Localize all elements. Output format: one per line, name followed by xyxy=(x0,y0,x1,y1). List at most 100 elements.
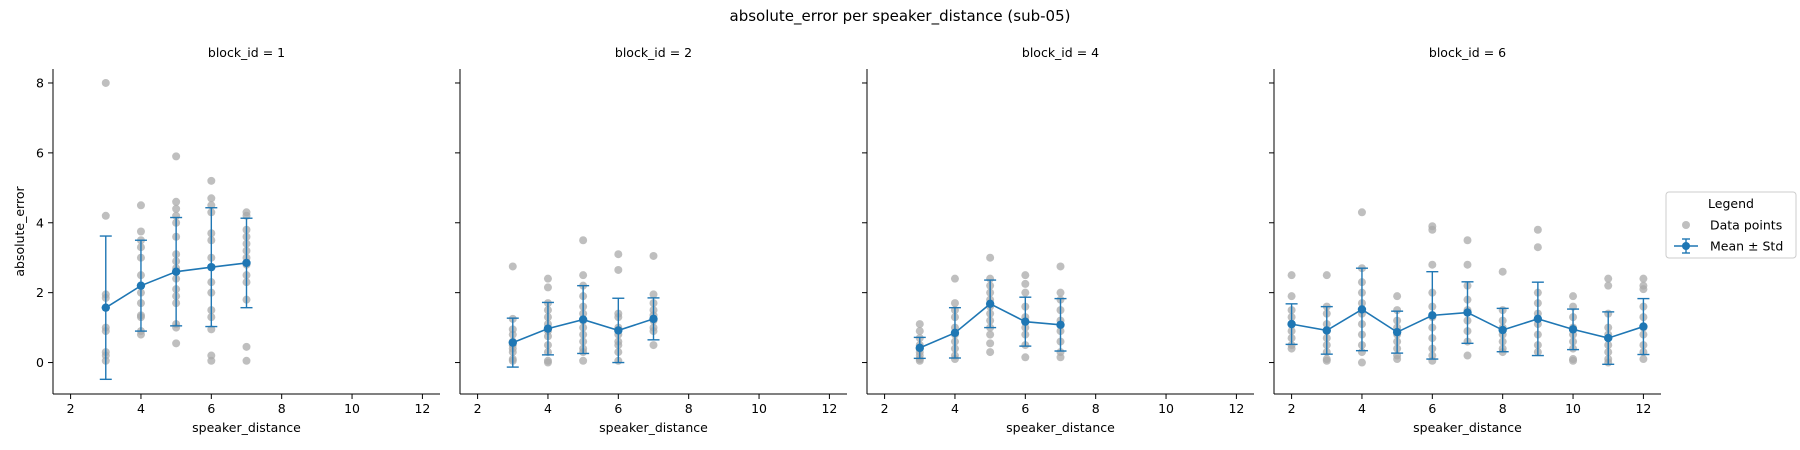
data-point xyxy=(1569,356,1578,365)
panel-2: block_id = 2 2 4 6 8 10 12 speaker_distance xyxy=(455,45,847,435)
x-tick-label: 8 xyxy=(685,401,693,416)
mean-marker xyxy=(101,303,110,312)
x-tick-label: 2 xyxy=(1288,401,1296,416)
legend-mean-marker xyxy=(1682,242,1690,250)
x-tick-label: 2 xyxy=(881,401,889,416)
x-tick-label: 12 xyxy=(1635,401,1651,416)
x-tick-label: 4 xyxy=(1358,401,1366,416)
x-tick-label: 4 xyxy=(137,401,145,416)
x-tick-label: 12 xyxy=(821,401,837,416)
data-point xyxy=(1021,288,1030,297)
data-point xyxy=(986,253,995,262)
data-point xyxy=(1463,351,1472,360)
mean-marker xyxy=(1357,305,1367,314)
x-tick-label: 6 xyxy=(1428,401,1436,416)
data-point xyxy=(1056,353,1065,362)
data-point xyxy=(1463,236,1472,245)
x-tick-label: 6 xyxy=(614,401,622,416)
mean-marker xyxy=(1639,322,1648,331)
panel-3: block_id = 4 2 4 6 8 10 12 speaker_distance xyxy=(862,45,1254,435)
x-axis-label: speaker_distance xyxy=(599,420,708,435)
x-axis-label: speaker_distance xyxy=(192,420,301,435)
data-point xyxy=(172,339,181,348)
data-point xyxy=(242,342,251,351)
data-point xyxy=(543,283,552,292)
x-tick-label: 8 xyxy=(1499,401,1507,416)
x-tick-label: 4 xyxy=(544,401,552,416)
data-point xyxy=(543,274,552,283)
data-point xyxy=(1021,353,1030,362)
data-point xyxy=(1604,274,1613,283)
data-point xyxy=(649,341,658,350)
data-point xyxy=(614,265,623,274)
data-point xyxy=(579,236,588,245)
x-tick-label: 8 xyxy=(278,401,286,416)
mean-marker xyxy=(1021,317,1030,326)
data-point xyxy=(614,250,623,259)
panel-title: block_id = 2 xyxy=(615,45,692,60)
data-point xyxy=(1393,355,1402,364)
data-point xyxy=(1056,288,1065,297)
mean-marker xyxy=(1604,333,1613,343)
data-point xyxy=(579,271,588,280)
data-point xyxy=(1428,225,1437,234)
mean-marker xyxy=(543,324,553,333)
data-point xyxy=(172,204,181,213)
chart-title: absolute_error per speaker_distance (sub… xyxy=(730,7,1071,26)
legend: Legend Data points Mean ± Std xyxy=(1665,191,1797,259)
data-point xyxy=(1056,262,1065,271)
data-point xyxy=(1639,285,1648,294)
data-point xyxy=(915,320,924,329)
data-point xyxy=(649,290,658,299)
legend-box xyxy=(1665,191,1797,259)
data-point xyxy=(1463,260,1472,269)
legend-title: Legend xyxy=(1708,196,1754,211)
x-tick-label: 10 xyxy=(344,401,360,416)
data-point xyxy=(1287,292,1296,301)
data-point xyxy=(136,201,145,210)
x-tick-label: 12 xyxy=(1228,401,1244,416)
mean-marker xyxy=(242,258,251,268)
mean-marker xyxy=(649,314,658,324)
data-point xyxy=(207,325,216,334)
legend-points-marker xyxy=(1682,221,1690,229)
data-point xyxy=(1498,267,1507,276)
data-point xyxy=(915,327,924,336)
data-point xyxy=(1287,271,1296,280)
panels: block_id = 1 2 4 6 8 10 12 0 2 4 6 8 speaker_distanc… xyxy=(12,45,1661,435)
mean-marker xyxy=(1392,327,1402,337)
mean-marker xyxy=(1568,325,1578,334)
data-point xyxy=(101,211,110,220)
data-point xyxy=(1287,344,1296,353)
data-point xyxy=(136,227,145,236)
data-point xyxy=(1533,225,1542,234)
data-point xyxy=(579,356,588,365)
data-point xyxy=(207,176,216,185)
data-point xyxy=(101,78,110,87)
mean-marker xyxy=(614,326,623,335)
data-point xyxy=(649,251,658,260)
x-axis-label: speaker_distance xyxy=(1413,420,1522,435)
data-point xyxy=(1569,292,1578,301)
data-point xyxy=(1533,243,1542,252)
data-point xyxy=(986,330,995,339)
data-point xyxy=(207,194,216,203)
x-tick-label: 6 xyxy=(207,401,215,416)
y-tick-label: 4 xyxy=(36,215,44,230)
data-point xyxy=(1021,271,1030,280)
x-tick-label: 2 xyxy=(474,401,482,416)
x-tick-label: 10 xyxy=(1158,401,1174,416)
data-point xyxy=(1639,274,1648,283)
x-tick-label: 8 xyxy=(1092,401,1100,416)
mean-marker xyxy=(136,281,146,290)
panel-1: block_id = 1 2 4 6 8 10 12 0 2 4 6 8 speaker_distanc… xyxy=(12,45,440,435)
mean-marker xyxy=(171,267,181,276)
x-tick-label: 4 xyxy=(951,401,959,416)
data-point xyxy=(1322,356,1331,365)
data-point xyxy=(1393,292,1402,301)
mean-marker xyxy=(508,338,517,347)
data-point xyxy=(1322,271,1331,280)
y-tick-label: 0 xyxy=(36,355,44,370)
panel-4: block_id = 6 2 4 6 8 10 12 speaker_distance xyxy=(1269,45,1661,435)
